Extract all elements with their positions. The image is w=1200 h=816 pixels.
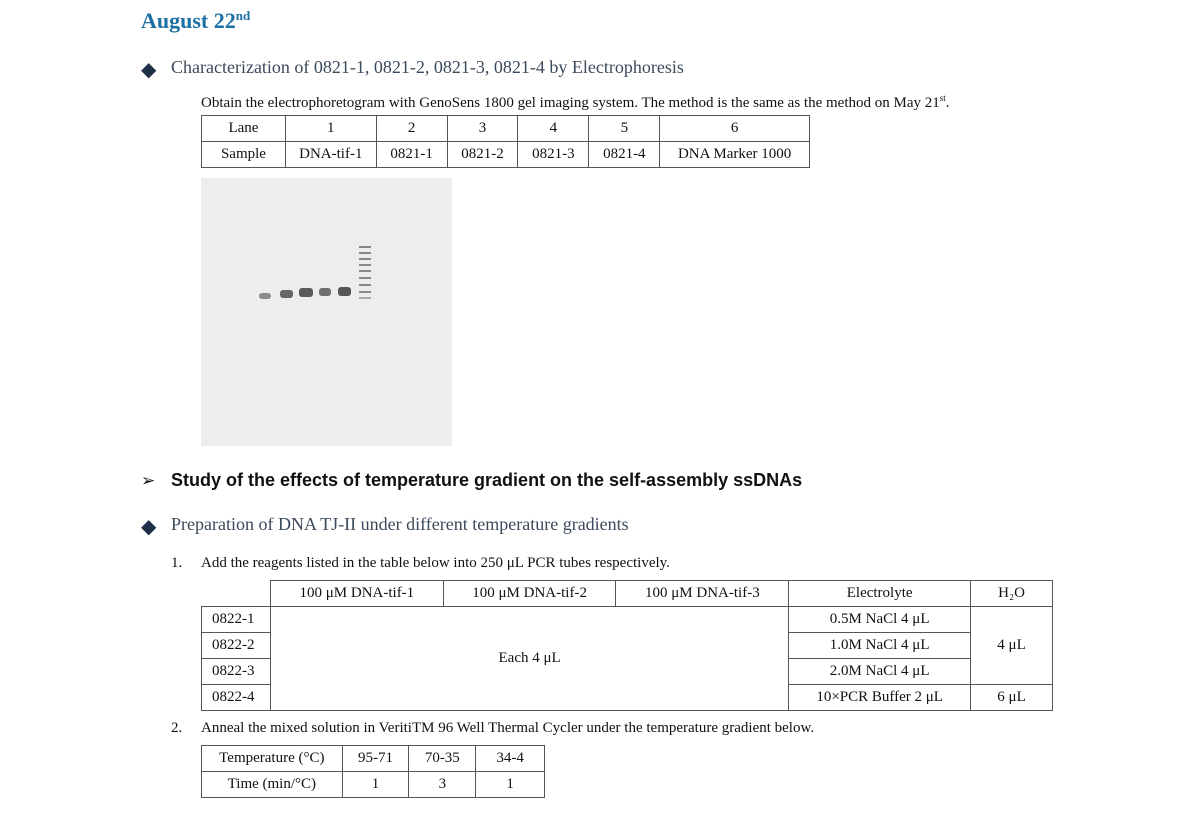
date-heading: August 22nd <box>141 8 250 34</box>
table-cell: 4 <box>517 115 590 142</box>
ladder-band <box>359 291 371 293</box>
table-cell: Temperature (°C) <box>201 745 343 772</box>
section-preparation-heading: ◆ Preparation of DNA TJ-II under differe… <box>141 514 1041 538</box>
table-cell: 0822-1 <box>201 606 271 633</box>
table-cell: 0821-3 <box>517 141 590 168</box>
merged-cell: 4 μL <box>970 606 1053 685</box>
merged-cell: Each 4 μL <box>269 606 790 711</box>
ladder-band <box>359 258 371 260</box>
step-number: 1. <box>171 555 183 571</box>
table-cell <box>201 580 271 607</box>
table-cell: 1 <box>284 115 377 142</box>
table-row: Temperature (°C) 95-71 70-35 34-4 <box>201 745 545 772</box>
reagent-table: 100 μM DNA-tif-1 100 μM DNA-tif-2 100 μM… <box>201 580 1053 711</box>
study-title: Study of the effects of temperature grad… <box>171 470 803 490</box>
lane-table: Lane 1 2 3 4 5 6 Sample DNA-tif-1 0821-1… <box>201 115 810 168</box>
table-cell: 100 μM DNA-tif-3 <box>615 580 790 607</box>
ladder-band <box>359 246 371 248</box>
table-cell: 0822-3 <box>201 658 271 685</box>
table-cell: 70-35 <box>408 745 477 772</box>
table-cell: 1.0M NaCl 4 μL <box>788 632 972 659</box>
table-row: 0822-2 1.0M NaCl 4 μL <box>201 632 1053 659</box>
table-cell: 2.0M NaCl 4 μL <box>788 658 972 685</box>
table-cell: 2 <box>375 115 448 142</box>
gel-band-lane-5 <box>338 287 351 296</box>
ladder-band <box>359 270 371 272</box>
table-cell: DNA-tif-1 <box>284 141 377 168</box>
gel-band-lane-3 <box>299 288 313 297</box>
section-title: Characterization of 0821-1, 0821-2, 0821… <box>171 57 684 77</box>
table-cell: 3 <box>408 771 477 798</box>
table-cell: 0821-1 <box>375 141 448 168</box>
table-cell: 100 μM DNA-tif-2 <box>442 580 617 607</box>
table-cell: 95-71 <box>341 745 410 772</box>
gel-image <box>201 178 452 446</box>
table-cell: Lane <box>201 115 286 142</box>
table-cell: 100 μM DNA-tif-1 <box>269 580 444 607</box>
gel-band-lane-4 <box>319 288 331 296</box>
table-row: 0822-3 2.0M NaCl 4 μL <box>201 658 1053 685</box>
table-row: 0822-1 Each 4 μL 0.5M NaCl 4 μL 4 μL <box>201 606 1053 711</box>
table-cell: Electrolyte <box>788 580 972 607</box>
table-cell: 0821-4 <box>588 141 661 168</box>
diamond-bullet-icon: ◆ <box>141 516 157 538</box>
table-cell: Sample <box>201 141 286 168</box>
table-cell: 34-4 <box>475 745 545 772</box>
table-row: 100 μM DNA-tif-1 100 μM DNA-tif-2 100 μM… <box>201 580 1053 607</box>
temperature-study-heading: ➢ Study of the effects of temperature gra… <box>141 470 802 491</box>
ladder-band <box>359 252 371 254</box>
table-cell: 0.5M NaCl 4 μL <box>788 606 972 633</box>
ladder-band <box>359 264 371 266</box>
table-cell: 3 <box>446 115 519 142</box>
step-text: Anneal the mixed solution in VeritiTM 96… <box>201 720 815 736</box>
section-electrophoresis-heading: ◆ Characterization of 0821-1, 0821-2, 08… <box>141 57 1041 81</box>
method-paragraph: Obtain the electrophoretogram with GenoS… <box>201 93 950 112</box>
table-cell: 0822-2 <box>201 632 271 659</box>
step-text: Add the reagents listed in the table bel… <box>201 555 670 571</box>
table-row: 0822-4 10×PCR Buffer 2 μL 6 μL <box>201 684 1053 711</box>
ladder-band <box>359 277 371 279</box>
arrow-bullet-icon: ➢ <box>141 471 156 490</box>
table-cell: 0822-4 <box>201 684 271 711</box>
table-cell: 0821-2 <box>446 141 519 168</box>
table-cell: 1 <box>341 771 410 798</box>
table-cell: DNA Marker 1000 <box>659 141 810 168</box>
method-suffix: st <box>939 93 946 103</box>
table-row: Sample DNA-tif-1 0821-1 0821-2 0821-3 08… <box>201 141 810 168</box>
table-cell: 1 <box>475 771 545 798</box>
date-suffix: nd <box>235 8 251 23</box>
date-text: August 22 <box>141 8 236 33</box>
section-title: Preparation of DNA TJ-II under different… <box>171 514 629 534</box>
table-row: Time (min/°C) 1 3 1 <box>201 771 545 798</box>
table-cell: 10×PCR Buffer 2 μL <box>788 684 972 711</box>
gel-band-lane-1 <box>259 293 271 299</box>
table-cell: H₂O <box>970 580 1053 607</box>
table-row: Lane 1 2 3 4 5 6 <box>201 115 810 142</box>
table-cell: Time (min/°C) <box>201 771 343 798</box>
method-text: Obtain the electrophoretogram with GenoS… <box>201 95 940 111</box>
ladder-band <box>359 284 371 286</box>
ladder-band <box>359 297 371 299</box>
gel-band-lane-2 <box>280 290 293 298</box>
step-number: 2. <box>171 720 183 736</box>
table-cell: 6 μL <box>970 684 1053 711</box>
method-period: . <box>945 95 950 111</box>
table-cell: 6 <box>659 115 810 142</box>
temperature-table: Temperature (°C) 95-71 70-35 34-4 Time (… <box>201 745 545 798</box>
table-cell: 5 <box>588 115 661 142</box>
diamond-bullet-icon: ◆ <box>141 59 157 81</box>
